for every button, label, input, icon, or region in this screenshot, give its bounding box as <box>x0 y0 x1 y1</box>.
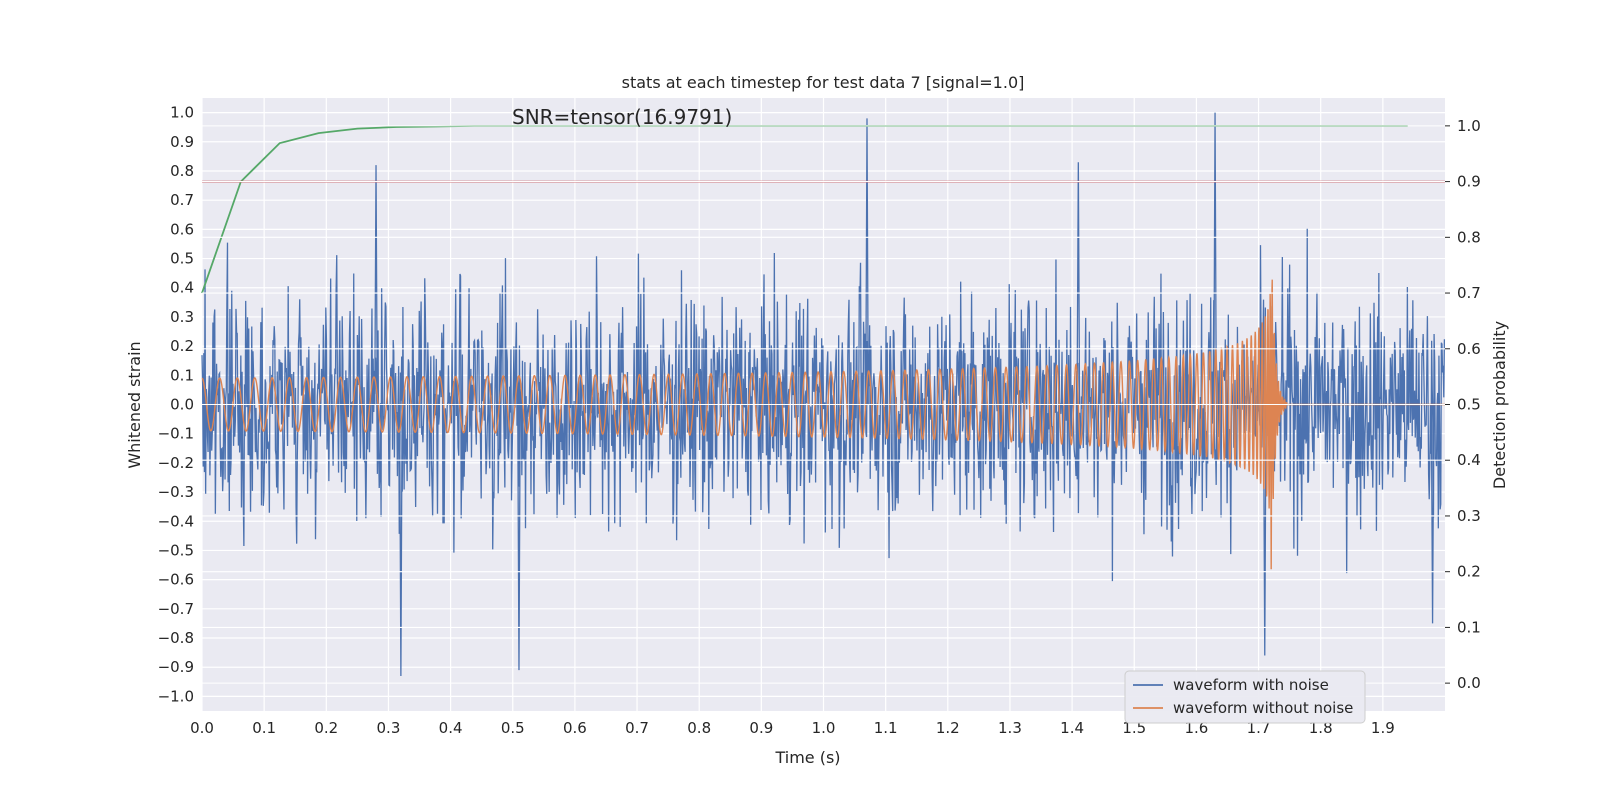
y-tick-label: 0.4 <box>170 279 194 297</box>
right-y-tick-label: 0.0 <box>1457 674 1481 692</box>
y-tick-label: 0.9 <box>170 133 194 151</box>
x-tick-label: 1.3 <box>998 719 1022 737</box>
y-axis-right-title: Detection probability <box>1490 321 1509 489</box>
series-waveform-with-noise <box>201 112 1446 676</box>
legend-label-clean: waveform without noise <box>1173 699 1353 717</box>
y-axis-title: Whitened strain <box>125 341 144 468</box>
x-axis-title: Time (s) <box>774 748 840 767</box>
legend: waveform with noise waveform without noi… <box>1124 670 1366 724</box>
x-tick-label: 0.3 <box>377 719 401 737</box>
x-tick-label: 0.7 <box>625 719 649 737</box>
right-y-tick-label: 0.7 <box>1457 284 1481 302</box>
right-y-tick-label: 0.6 <box>1457 340 1481 358</box>
snr-annotation: SNR=tensor(16.9791) <box>512 105 732 129</box>
right-y-tick-label: 0.5 <box>1457 396 1481 414</box>
y-tick-label: −0.6 <box>158 571 194 589</box>
y-tick-label: −0.9 <box>158 658 194 676</box>
y-tick-label: 0.6 <box>170 220 194 238</box>
y-tick-label: −0.1 <box>158 425 194 443</box>
y-tick-label: −1.0 <box>158 687 194 705</box>
right-y-tick-label: 0.4 <box>1457 451 1481 469</box>
x-tick-label: 0.5 <box>501 719 525 737</box>
y-tick-label: 0.2 <box>170 337 194 355</box>
right-y-tick-label: 0.8 <box>1457 228 1481 246</box>
y-tick-label: −0.7 <box>158 600 194 618</box>
y-tick-label: 0.5 <box>170 250 194 268</box>
right-y-tick-label: 1.0 <box>1457 117 1481 135</box>
x-tick-label: 1.4 <box>1060 719 1084 737</box>
x-tick-label: 1.2 <box>936 719 960 737</box>
x-tick-label: 1.1 <box>874 719 898 737</box>
x-tick-label: 0.1 <box>252 719 276 737</box>
y-tick-label: −0.4 <box>158 512 194 530</box>
y-tick-label: −0.5 <box>158 541 194 559</box>
x-tick-label: 1.9 <box>1371 719 1395 737</box>
ticks: 0.0 0.1 0.2 0.3 0.4 0.5 0.6 0.7 0.8 0.9 1.0 1.1 1.2 1… <box>158 104 1481 737</box>
series-waveform-without-noise <box>201 279 1445 570</box>
right-y-tick-label: 0.9 <box>1457 173 1481 191</box>
x-tick-label: 0.8 <box>687 719 711 737</box>
right-y-tick-label: 0.3 <box>1457 507 1481 525</box>
x-tick-label: 0.9 <box>749 719 773 737</box>
x-tick-label: 1.0 <box>812 719 836 737</box>
right-y-tick-label: 0.1 <box>1457 618 1481 636</box>
legend-box <box>1124 670 1366 724</box>
x-tick-label: 0.4 <box>439 719 463 737</box>
x-tick-label: 0.2 <box>314 719 338 737</box>
y-tick-label: 0.1 <box>170 366 194 384</box>
x-tick-label: 0.6 <box>563 719 587 737</box>
y-tick-label: 0.3 <box>170 308 194 326</box>
legend-label-noise: waveform with noise <box>1173 676 1329 694</box>
grid-overlay <box>202 125 1445 684</box>
y-tick-label: 0.0 <box>170 396 194 414</box>
chart-title: stats at each timestep for test data 7 [… <box>622 73 1025 92</box>
y-tick-label: 1.0 <box>170 104 194 122</box>
y-tick-label: 0.7 <box>170 191 194 209</box>
right-y-tick-label: 0.2 <box>1457 563 1481 581</box>
y-tick-label: −0.3 <box>158 483 194 501</box>
y-tick-label: −0.8 <box>158 629 194 647</box>
x-tick-label: 0.0 <box>190 719 214 737</box>
y-tick-label: 0.8 <box>170 162 194 180</box>
y-tick-label: −0.2 <box>158 454 194 472</box>
